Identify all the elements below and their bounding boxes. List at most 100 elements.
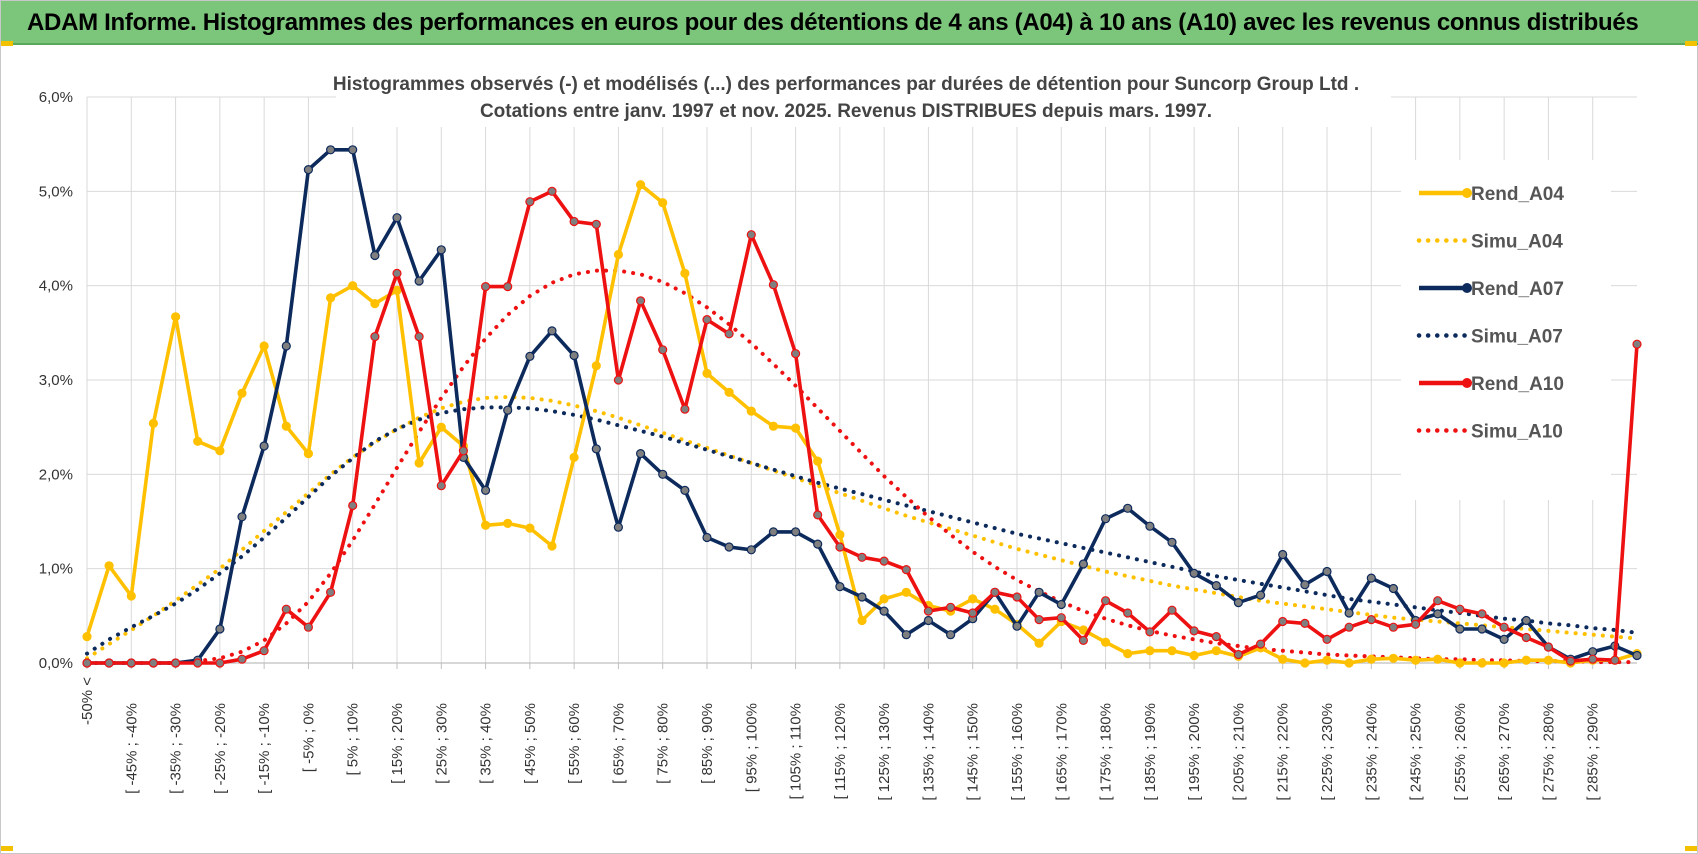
chart-title-line2: Cotations entre janv. 1997 et nov. 2025.… <box>480 101 1212 122</box>
data-point <box>1477 624 1487 634</box>
data-point <box>392 213 402 223</box>
data-point <box>1388 622 1399 632</box>
data-point <box>813 539 823 549</box>
data-point <box>547 186 557 196</box>
data-point <box>1078 635 1089 646</box>
data-point <box>104 561 114 571</box>
data-point <box>1455 624 1465 634</box>
data-point <box>1632 339 1642 349</box>
data-point <box>193 658 203 668</box>
data-point <box>790 527 801 537</box>
data-point <box>1366 654 1376 664</box>
data-point <box>990 587 1000 597</box>
data-point <box>436 245 446 255</box>
data-point <box>1521 615 1531 626</box>
data-point <box>481 485 491 495</box>
data-point <box>525 523 535 533</box>
data-point <box>237 512 247 522</box>
data-point <box>768 421 779 431</box>
data-point <box>1056 599 1066 610</box>
x-tick-label: [ -25% ; -20% <box>212 703 229 794</box>
data-point <box>702 368 712 378</box>
data-point <box>990 604 1000 614</box>
y-tick-label: 3,0% <box>39 372 73 389</box>
data-point <box>1455 604 1465 614</box>
x-tick-label: [ 175% ; 180% <box>1098 703 1115 801</box>
data-point <box>481 520 491 530</box>
report-title: ADAM Informe. Histogrammes des performan… <box>27 9 1639 36</box>
data-point <box>1056 613 1066 623</box>
x-tick-label: [ 265% ; 270% <box>1496 703 1513 801</box>
x-tick-label: [ 255% ; 260% <box>1452 703 1469 801</box>
x-tick-label: [ 85% ; 90% <box>699 703 716 784</box>
data-point <box>746 230 756 240</box>
data-point <box>1167 537 1177 547</box>
legend-swatch-marker <box>1462 188 1472 198</box>
data-point <box>1499 658 1509 668</box>
x-tick-label: [ 215% ; 220% <box>1275 703 1292 801</box>
data-point <box>1278 616 1288 627</box>
data-point <box>281 604 291 614</box>
data-point <box>1300 658 1310 668</box>
data-point <box>1543 642 1554 652</box>
data-point <box>1300 580 1310 590</box>
data-point <box>392 285 402 295</box>
y-tick-label: 1,0% <box>39 561 73 578</box>
data-point <box>458 446 468 456</box>
y-tick-label: 2,0% <box>39 466 73 483</box>
data-point <box>768 280 779 290</box>
data-point <box>503 282 513 292</box>
x-tick-label: [ 75% ; 80% <box>655 703 672 784</box>
legend-label: Simu_A07 <box>1471 327 1563 348</box>
data-point <box>481 282 491 292</box>
legend-label: Simu_A04 <box>1471 232 1563 253</box>
data-point <box>547 326 557 336</box>
data-point <box>1034 638 1044 648</box>
data-point <box>724 329 734 339</box>
data-point <box>1145 627 1155 637</box>
data-point <box>569 216 579 227</box>
x-tick-label: [ -35% ; -30% <box>168 703 185 794</box>
data-point <box>1499 622 1509 632</box>
data-point <box>370 250 380 261</box>
data-point <box>1255 639 1266 649</box>
x-tick-label: [ 105% ; 110% <box>788 703 805 799</box>
data-point <box>1278 549 1288 560</box>
data-point <box>1012 592 1022 602</box>
data-point <box>813 510 823 520</box>
x-tick-label: [ 205% ; 210% <box>1230 703 1247 801</box>
corner-mark-bottom-left <box>1 846 13 851</box>
x-tick-label: [ 115% ; 120% <box>832 703 849 799</box>
data-point <box>126 658 136 668</box>
data-point <box>215 658 225 668</box>
legend-label: Simu_A10 <box>1471 422 1563 443</box>
data-point <box>370 299 380 309</box>
data-point <box>1167 605 1177 615</box>
x-tick-label: [ 285% ; 290% <box>1585 703 1602 801</box>
legend-item-Simu_A04: Simu_A04 <box>1416 232 1563 253</box>
data-point <box>148 658 158 668</box>
data-point <box>281 341 291 351</box>
data-point <box>326 293 336 303</box>
data-point <box>658 198 668 208</box>
data-point <box>857 592 867 602</box>
data-point <box>1078 559 1089 569</box>
data-point <box>790 423 801 433</box>
x-tick-label: [ 235% ; 240% <box>1363 703 1380 801</box>
data-point <box>259 646 269 656</box>
data-point <box>1388 583 1399 594</box>
data-point <box>901 587 911 597</box>
data-point <box>746 406 756 416</box>
data-point <box>879 594 889 604</box>
data-point <box>813 456 823 466</box>
series-Rend_A04 <box>82 180 1642 668</box>
data-point <box>923 615 934 626</box>
data-point <box>724 387 734 397</box>
x-tick-label: [ 155% ; 160% <box>1009 703 1026 801</box>
data-point <box>503 405 513 415</box>
x-tick-label: [ 45% ; 50% <box>522 703 539 784</box>
data-point <box>1189 650 1199 661</box>
data-point <box>1433 654 1443 664</box>
corner-mark-bottom-right <box>1685 846 1697 851</box>
